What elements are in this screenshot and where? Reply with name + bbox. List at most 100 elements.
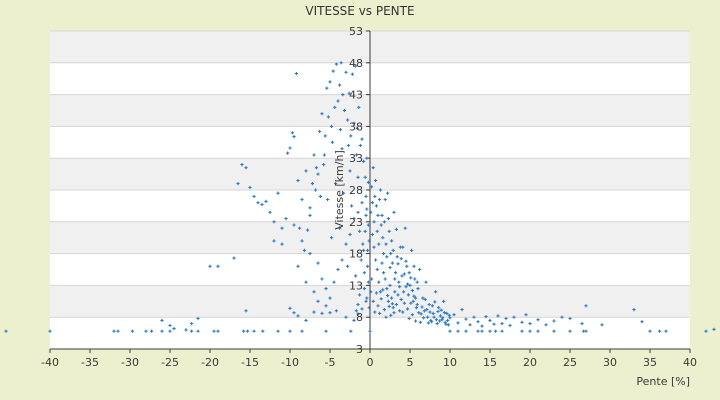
data-point (372, 245, 376, 249)
data-point (322, 163, 326, 167)
data-point (334, 62, 338, 66)
data-point (445, 311, 449, 315)
data-point (338, 226, 342, 230)
data-point (377, 280, 381, 284)
data-point (212, 329, 216, 333)
data-point (402, 290, 406, 294)
data-point (363, 175, 367, 179)
data-point (352, 121, 356, 125)
data-point (196, 316, 200, 321)
data-point (261, 329, 265, 333)
data-point (388, 266, 392, 270)
data-point (422, 309, 426, 313)
data-point (356, 210, 360, 214)
data-point (456, 321, 460, 325)
y-tick-label: 33 (349, 152, 363, 165)
data-point (334, 309, 338, 313)
data-point (324, 287, 328, 291)
data-point (410, 288, 414, 293)
data-point (216, 264, 220, 268)
data-point (428, 310, 432, 314)
data-point (330, 124, 334, 128)
data-point (362, 287, 366, 291)
data-point (347, 91, 351, 95)
data-point (370, 201, 374, 205)
data-point (500, 322, 504, 326)
data-point (340, 147, 344, 151)
data-point (320, 277, 324, 281)
data-point (256, 201, 260, 205)
data-point (381, 236, 385, 240)
data-point (331, 69, 335, 73)
data-point (425, 308, 429, 312)
data-point (704, 329, 708, 333)
data-point (392, 311, 396, 315)
data-point (365, 207, 369, 211)
data-point (344, 315, 348, 319)
data-point (346, 118, 350, 122)
data-point (409, 276, 413, 280)
data-point (312, 290, 316, 294)
data-point (386, 217, 390, 221)
data-point (365, 296, 369, 300)
data-point (418, 320, 422, 324)
y-axis-title: Vitesse [km/h] (333, 150, 346, 230)
data-point (360, 307, 364, 311)
data-point (284, 217, 288, 221)
data-point (382, 252, 386, 256)
data-point (160, 318, 164, 322)
data-point (464, 329, 468, 333)
data-point (393, 290, 397, 294)
data-point (330, 236, 334, 240)
data-point (401, 310, 405, 314)
data-point (308, 206, 312, 210)
data-point (484, 315, 488, 319)
data-point (338, 128, 342, 132)
data-point (442, 311, 446, 315)
data-point (264, 199, 268, 203)
x-tick-label: -20 (201, 356, 219, 369)
data-point (399, 257, 403, 261)
data-point (352, 318, 356, 322)
data-point (472, 315, 476, 319)
chart-title: VITESSE vs PENTE (305, 4, 414, 18)
data-point (298, 226, 302, 230)
data-point (434, 290, 438, 294)
data-point (367, 239, 371, 243)
data-point (374, 291, 378, 295)
data-point (494, 329, 498, 333)
x-tick-label: 25 (563, 356, 577, 369)
data-point (391, 306, 395, 310)
data-point (500, 329, 504, 333)
data-point (342, 191, 346, 195)
data-point (391, 248, 395, 252)
y-tick-label: 3 (356, 343, 363, 356)
data-point (410, 248, 414, 252)
data-point (443, 320, 447, 324)
data-point (412, 264, 416, 268)
data-point (312, 153, 316, 157)
data-point (360, 201, 364, 205)
data-point (369, 210, 373, 214)
data-point (411, 299, 415, 303)
data-point (390, 302, 394, 306)
data-point (248, 185, 252, 190)
x-tick-label: -25 (161, 356, 179, 369)
data-point (356, 312, 360, 316)
x-tick-label: 10 (443, 356, 457, 369)
data-point (338, 83, 342, 87)
data-point (520, 329, 524, 333)
data-point (408, 283, 412, 287)
data-point (378, 197, 382, 202)
data-point (242, 329, 246, 333)
x-tick-label: -30 (121, 356, 139, 369)
data-point (373, 194, 377, 198)
data-point (292, 311, 296, 315)
data-point (292, 223, 296, 227)
data-point (393, 277, 397, 281)
data-point (292, 135, 296, 139)
x-tick-label: 40 (683, 356, 697, 369)
data-point (316, 261, 320, 265)
data-point (346, 143, 350, 148)
